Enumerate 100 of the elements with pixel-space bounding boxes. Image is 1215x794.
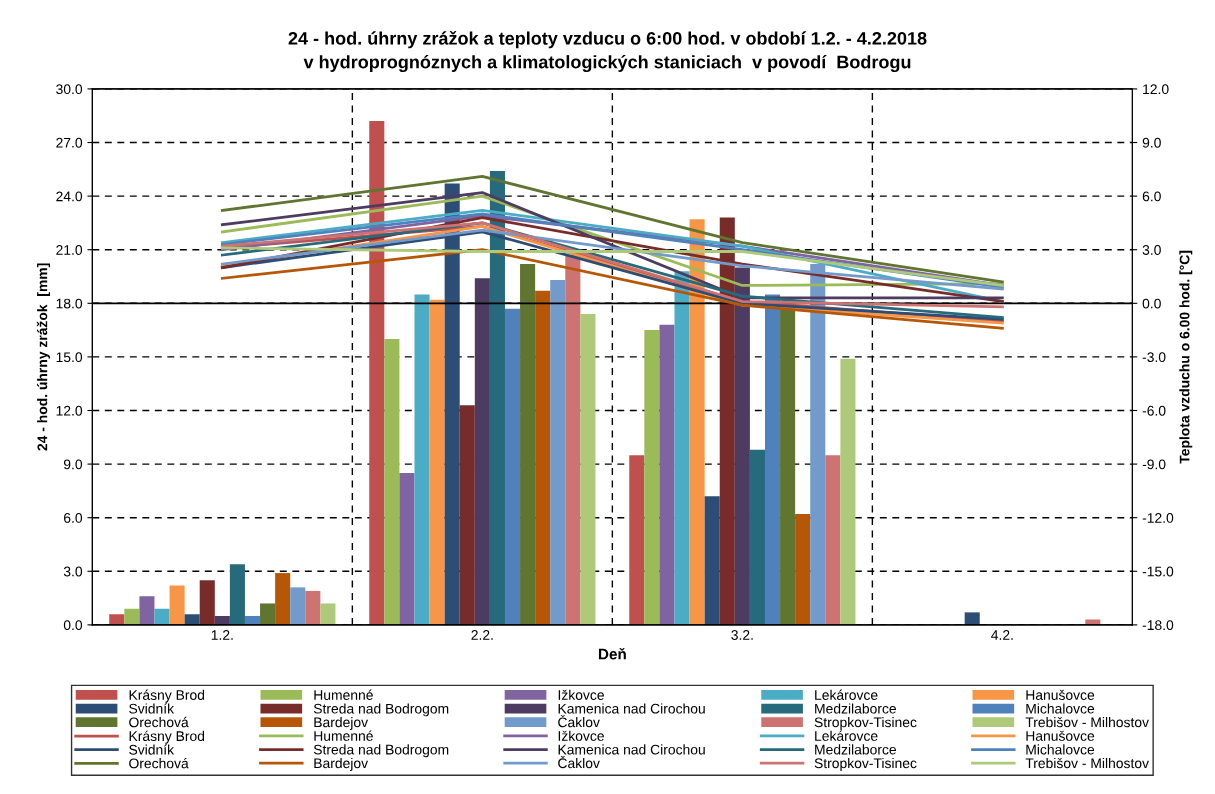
legend-label: Svidník xyxy=(129,703,175,714)
legend-label: Medzilaborce xyxy=(815,703,897,714)
bar xyxy=(764,294,781,625)
chart-title: 24 - hod. úhrny zrážok a teploty vzducu o 6:00 hod. v období 1.2. - 4.2.2018 xyxy=(288,31,927,49)
bar xyxy=(260,603,276,625)
legend-label: Kamenica nad Cirochou xyxy=(558,744,705,755)
legend-label: Humenné xyxy=(314,689,373,700)
x-tick-label: 4.2. xyxy=(991,630,1013,640)
legend-label: Trebišov - Milhostov xyxy=(1025,716,1149,728)
legend-label: Bardejov xyxy=(314,717,369,730)
bar xyxy=(320,603,336,625)
legend-label: Medzilaborce xyxy=(815,744,897,755)
y-tick-label: 30.0 xyxy=(56,84,83,95)
y-tick-label: 0.0 xyxy=(63,620,83,631)
bar xyxy=(474,278,490,625)
y-tick-label: 27.0 xyxy=(56,137,83,148)
bar xyxy=(229,564,245,625)
legend-label: Hanušovce xyxy=(1026,730,1095,741)
y-tick-label: 6.0 xyxy=(64,513,83,523)
bar xyxy=(780,308,796,625)
legend-label: Krásny Brod xyxy=(129,689,205,703)
y2-tick-label: 6.0 xyxy=(1142,191,1161,202)
y2-axis-title: Teplota vzduchu o 6.00 hod. [°C] xyxy=(1179,250,1193,464)
y2-tick-label: -9.0 xyxy=(1142,459,1166,470)
legend-label: Bardejov xyxy=(314,757,369,771)
chart-subtitle: v hydroprognóznych a klimatologických staniciach v povodí Bodrogu xyxy=(303,54,911,73)
y-axis-title: 24 - hod. úhrny zrážok [mm] xyxy=(36,263,51,451)
y2-tick-label: -12.0 xyxy=(1142,513,1174,523)
y2-tick-label: 12.0 xyxy=(1143,84,1169,95)
bar xyxy=(504,308,521,625)
legend-label: Hanušovce xyxy=(1026,689,1095,700)
bar xyxy=(290,587,306,625)
bar xyxy=(565,255,581,625)
bar xyxy=(749,449,765,625)
line-series xyxy=(220,175,1004,284)
bar xyxy=(399,473,415,625)
bar xyxy=(429,299,445,625)
bar xyxy=(275,573,291,625)
bar xyxy=(109,614,125,625)
legend-label: Čaklov xyxy=(558,714,600,728)
bar xyxy=(305,590,321,625)
bar xyxy=(550,280,566,625)
bar xyxy=(154,608,170,625)
legend-label: Streda nad Bodrogom xyxy=(313,703,449,717)
bar xyxy=(459,405,475,625)
bar xyxy=(124,608,140,625)
y-tick-label: 12.0 xyxy=(56,405,83,416)
line-series xyxy=(220,248,1004,330)
legend-label: Krásny Brod xyxy=(129,730,205,744)
bar xyxy=(674,271,690,625)
legend-label: Streda nad Bodrogom xyxy=(313,744,449,758)
bar xyxy=(384,339,400,625)
legend-label: Lekárovce xyxy=(815,689,878,700)
bar xyxy=(840,358,856,625)
legend-label: Čaklov xyxy=(558,755,600,769)
bar xyxy=(704,496,720,625)
y2-tick-label: 3.0 xyxy=(1142,245,1161,255)
legend-label: Trebišov - Milhostov xyxy=(1025,757,1149,769)
y2-tick-label: 9.0 xyxy=(1142,137,1161,148)
y2-tick-label: -3.0 xyxy=(1142,352,1166,363)
y-tick-label: 18.0 xyxy=(56,298,83,309)
legend-label: Humenné xyxy=(314,730,373,741)
bar xyxy=(139,596,155,625)
bar xyxy=(795,514,811,625)
legend-label: Stropkov-Tisinec xyxy=(814,757,917,771)
legend-label: Michalovce xyxy=(1026,703,1095,714)
x-tick-label: 1.2. xyxy=(211,630,233,640)
bar xyxy=(644,330,660,625)
y2-tick-label: 0.0 xyxy=(1142,298,1161,309)
legend-label: Orechová xyxy=(129,757,189,769)
bar xyxy=(535,290,551,625)
legend-label: Lekárovce xyxy=(815,730,878,741)
x-axis-title: Deň xyxy=(598,647,626,660)
bar xyxy=(825,455,841,625)
y-tick-label: 21.0 xyxy=(56,245,83,255)
legend-label: Orechová xyxy=(129,716,189,728)
x-tick-label: 3.2. xyxy=(731,630,753,640)
legend-label: Ižkovce xyxy=(558,689,604,700)
legend-label: Michalovce xyxy=(1026,744,1095,755)
bar xyxy=(199,580,215,625)
legend-label: Stropkov-Tisinec xyxy=(814,717,917,730)
legend-label: Kamenica nad Cirochou xyxy=(558,703,705,714)
x-tick-label: 2.2. xyxy=(471,630,493,640)
bar xyxy=(580,314,596,625)
y2-tick-label: -15.0 xyxy=(1142,566,1174,577)
bar xyxy=(659,324,675,625)
legend-label: Svidník xyxy=(129,744,175,755)
bar xyxy=(520,264,536,625)
y-tick-label: 15.0 xyxy=(56,352,83,363)
y-tick-label: 24.0 xyxy=(56,191,83,202)
bar xyxy=(414,294,430,625)
bar xyxy=(184,614,200,625)
y2-tick-label: -6.0 xyxy=(1142,405,1166,416)
legend-label: Ižkovce xyxy=(558,730,604,741)
bar xyxy=(629,455,645,625)
y2-tick-label: -18.0 xyxy=(1142,620,1174,631)
y-tick-label: 3.0 xyxy=(63,566,83,577)
y-tick-label: 9.0 xyxy=(63,459,83,470)
bar xyxy=(964,612,980,625)
bar xyxy=(169,585,185,625)
